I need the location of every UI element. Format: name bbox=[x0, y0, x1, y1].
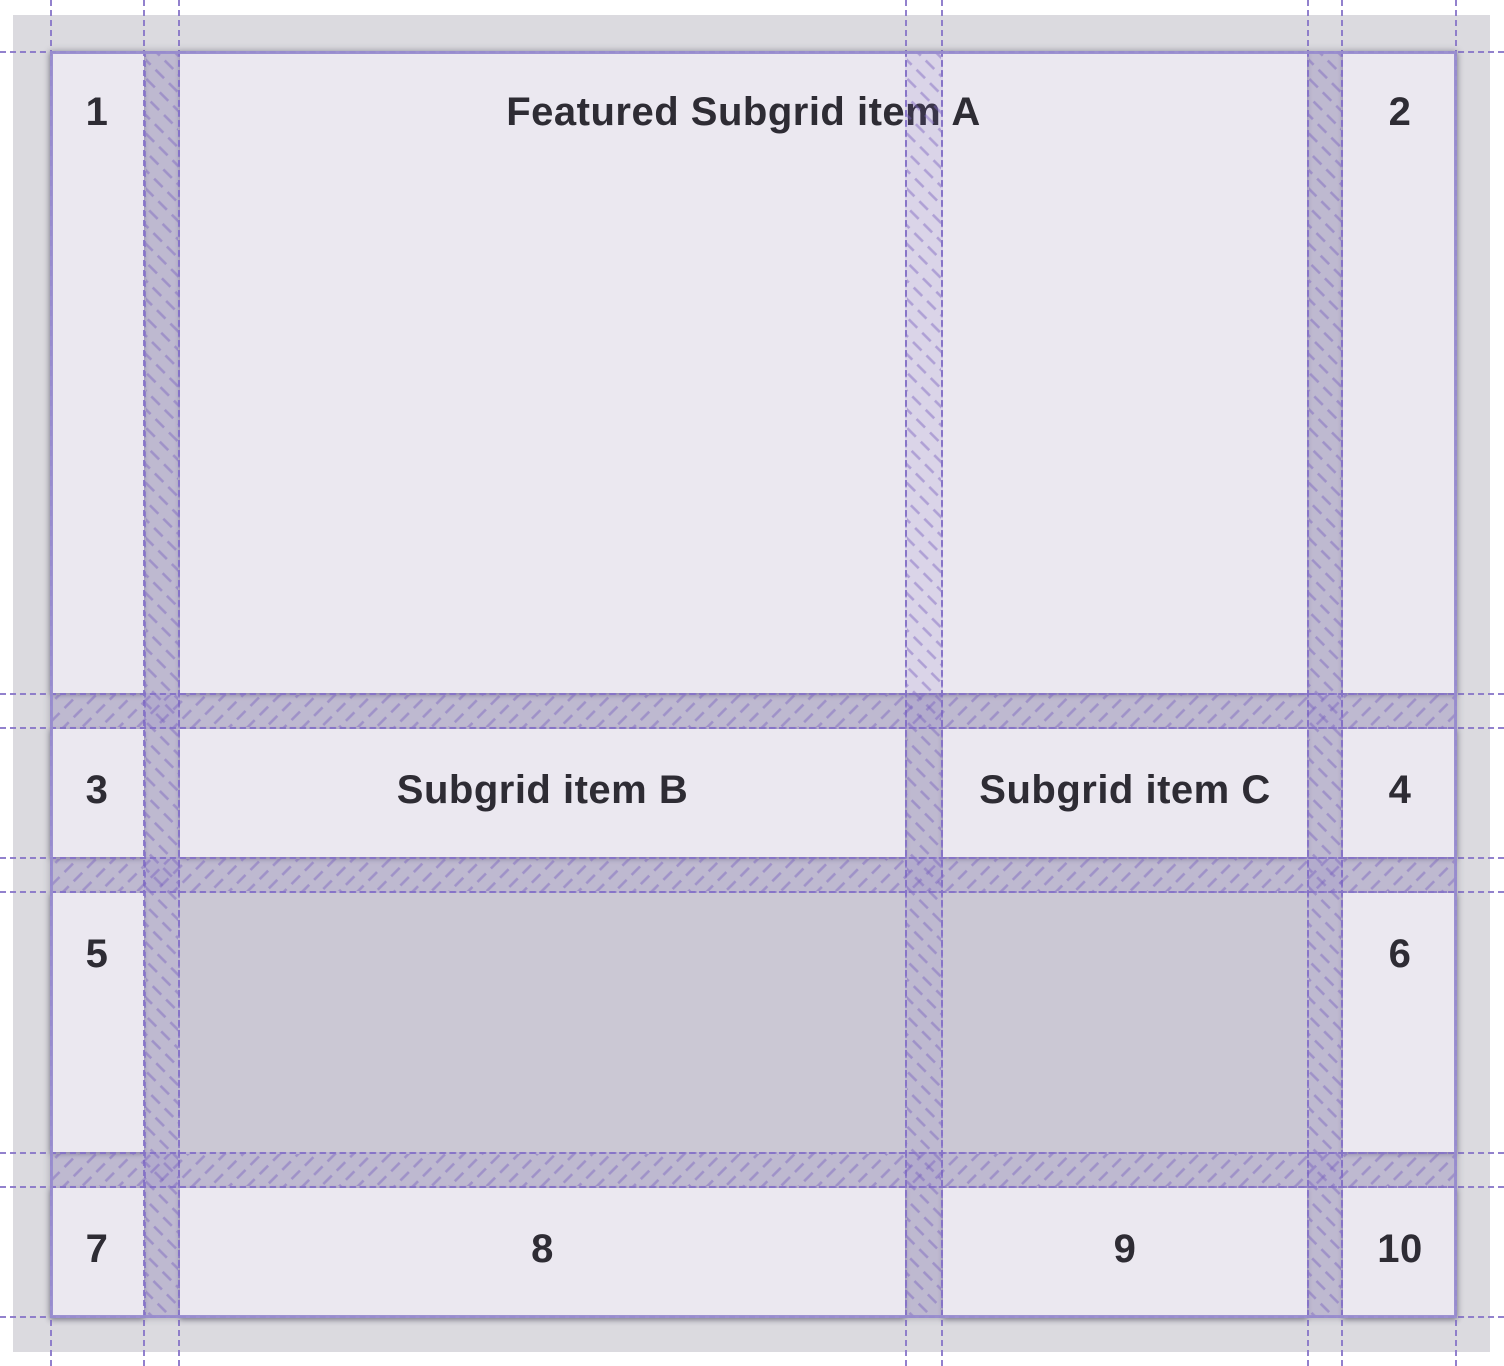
grid-item-subgrid-c: Subgrid item C bbox=[943, 729, 1307, 857]
grid-item-9: 9 bbox=[943, 1188, 1307, 1318]
grid-item-6: 6 bbox=[1343, 893, 1457, 1152]
grid-item-8: 8 bbox=[180, 1188, 905, 1318]
grid-item-1: 1 bbox=[50, 51, 144, 693]
grid-item-4: 4 bbox=[1343, 729, 1457, 857]
grid-item-featured-a: Featured Subgrid item A bbox=[180, 51, 1307, 693]
grid-item-5: 5 bbox=[50, 893, 144, 1152]
grid-item-10: 10 bbox=[1343, 1188, 1457, 1318]
grid-item-7: 7 bbox=[50, 1188, 144, 1318]
grid-item-subgrid-b: Subgrid item B bbox=[180, 729, 905, 857]
grid-item-2: 2 bbox=[1343, 51, 1457, 693]
grid-item-3: 3 bbox=[50, 729, 144, 857]
